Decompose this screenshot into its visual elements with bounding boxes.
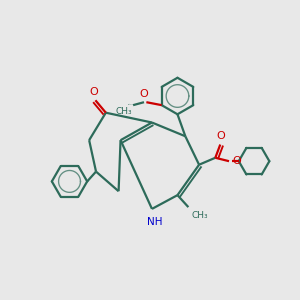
Text: O: O <box>140 89 148 99</box>
Text: NH: NH <box>147 217 163 227</box>
Text: methoxy: methoxy <box>128 104 134 105</box>
Text: O: O <box>216 131 225 141</box>
Text: O: O <box>232 156 241 166</box>
Text: CH₃: CH₃ <box>115 106 132 116</box>
Text: CH₃: CH₃ <box>192 211 208 220</box>
Text: O: O <box>90 87 98 97</box>
